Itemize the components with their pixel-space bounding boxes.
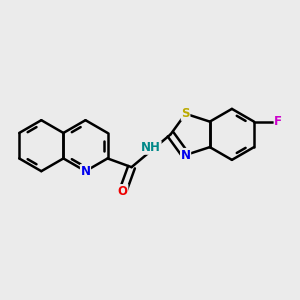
Text: N: N xyxy=(80,165,91,178)
Text: F: F xyxy=(274,115,282,128)
Text: S: S xyxy=(181,107,190,120)
Text: NH: NH xyxy=(141,141,161,154)
Text: O: O xyxy=(118,184,128,198)
Text: N: N xyxy=(181,148,190,161)
